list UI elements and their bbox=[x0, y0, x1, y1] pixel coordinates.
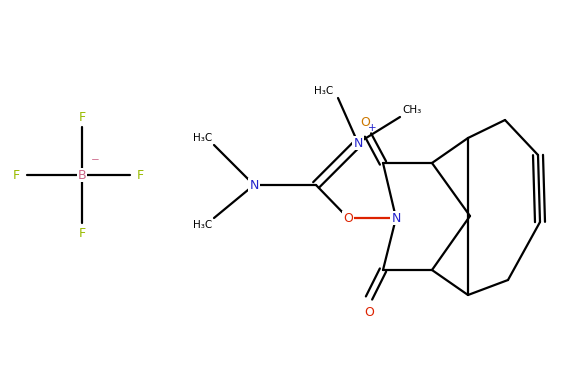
Text: F: F bbox=[136, 169, 144, 182]
Text: N: N bbox=[250, 179, 259, 192]
Text: F: F bbox=[78, 110, 86, 124]
Text: −: − bbox=[91, 155, 99, 165]
Text: N: N bbox=[353, 137, 363, 150]
Text: F: F bbox=[13, 169, 20, 182]
Text: O: O bbox=[364, 306, 374, 319]
Text: +: + bbox=[368, 123, 377, 133]
Text: O: O bbox=[360, 116, 370, 129]
Text: N: N bbox=[392, 212, 401, 224]
Text: H₃C: H₃C bbox=[193, 133, 212, 143]
Text: CH₃: CH₃ bbox=[402, 105, 421, 115]
Text: F: F bbox=[78, 227, 86, 240]
Text: O: O bbox=[343, 212, 353, 224]
Text: H₃C: H₃C bbox=[193, 220, 212, 230]
Text: B: B bbox=[78, 169, 86, 182]
Text: H₃C: H₃C bbox=[314, 86, 333, 96]
